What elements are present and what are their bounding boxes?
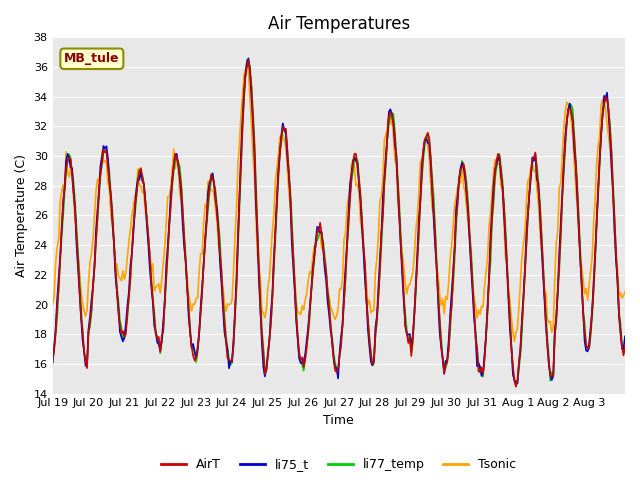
Text: MB_tule: MB_tule [64,52,120,65]
X-axis label: Time: Time [323,414,354,427]
Y-axis label: Air Temperature (C): Air Temperature (C) [15,154,28,277]
Title: Air Temperatures: Air Temperatures [268,15,410,33]
Legend: AirT, li75_t, li77_temp, Tsonic: AirT, li75_t, li77_temp, Tsonic [156,453,522,476]
